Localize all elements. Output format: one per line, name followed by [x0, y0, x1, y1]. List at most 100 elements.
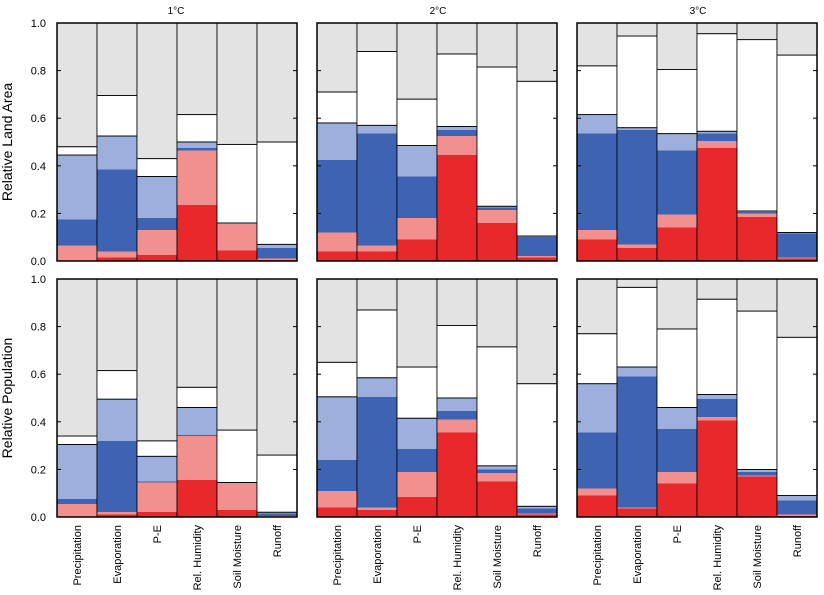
bar-segment-light-red [697, 417, 737, 421]
bar-segment-unaffected [617, 23, 657, 37]
bar-segment-dark-red [477, 222, 517, 261]
bar-segment-white [137, 158, 177, 177]
bar-segment-dark-blue [577, 133, 617, 231]
bar-segment-dark-blue [357, 133, 397, 246]
category-label: Evaporation [112, 525, 124, 584]
category-label: Evaporation [632, 525, 644, 584]
bar-segment-dark-red [357, 251, 397, 261]
bar-segment-white [357, 309, 397, 378]
bar-segment-dark-red [737, 476, 777, 517]
bar-segment-white [657, 328, 697, 408]
bar-segment-white [697, 33, 737, 132]
bar-segment-dark-blue [477, 469, 517, 473]
panel-r1-c2 [576, 278, 818, 518]
bar-segment-white [257, 455, 297, 513]
bar-segment-light-red [437, 136, 477, 156]
bar-segment-dark-blue [437, 411, 477, 420]
panel-r1-c0 [56, 278, 298, 518]
bar-segment-dark-blue [317, 159, 357, 233]
bar-segment-light-blue [257, 512, 297, 514]
bar-segment-dark-red [437, 155, 477, 261]
y-tick-label: 0.6 [31, 113, 46, 125]
bar-segment-dark-blue [617, 130, 657, 245]
bar-segment-light-blue [737, 469, 777, 472]
bar-segment-white [577, 333, 617, 384]
bar-segment-dark-red [737, 216, 777, 261]
category-label: Soil Moisture [492, 525, 504, 589]
bar-segment-dark-blue [257, 513, 297, 516]
panel-frame [56, 22, 298, 262]
bar-segment-dark-blue [57, 499, 97, 504]
bar-segment-light-red [697, 140, 737, 148]
bar-segment-dark-blue [737, 471, 777, 476]
bar-segment-unaffected [437, 279, 477, 326]
panel-frame [56, 278, 298, 518]
bar-segment-white [317, 362, 357, 397]
bar-segment-dark-blue [357, 396, 397, 508]
bar-segment-dark-blue [317, 459, 357, 491]
bar-segment-white [97, 95, 137, 137]
bar-segment-light-red [577, 230, 617, 240]
bar-segment-light-blue [217, 222, 257, 225]
bar-segment-light-blue [57, 444, 97, 500]
bar-segment-unaffected [477, 279, 517, 347]
category-label: Rel. Humidity [192, 525, 204, 591]
bar-segment-dark-red [217, 509, 257, 517]
y-tick-label: 0.6 [31, 369, 46, 381]
bar-segment-dark-blue [517, 237, 557, 257]
column-title-3: 3°C [690, 6, 707, 17]
bar-segment-light-red [357, 507, 397, 510]
bar-segment-light-red [397, 218, 437, 240]
bar-segment-white [397, 367, 437, 419]
bar-segment-light-blue [357, 377, 397, 397]
panel-r0-c2 [576, 22, 818, 262]
bar-segment-light-blue [177, 142, 217, 148]
bar-segment-light-red [217, 483, 257, 510]
panel-frame [316, 278, 558, 518]
bar-segment-light-blue [657, 133, 697, 151]
bar-segment-light-blue [617, 367, 657, 377]
bar-segment-white [777, 55, 817, 233]
bar-segment-light-red [137, 482, 177, 513]
bar-segment-unaffected [577, 23, 617, 66]
bar-segment-white [617, 36, 657, 128]
bar-segment-light-red [777, 257, 817, 259]
bar-segment-unaffected [137, 279, 177, 441]
bar-segment-white [737, 311, 777, 470]
bar-segment-unaffected [437, 23, 477, 54]
panels-group [56, 22, 818, 518]
category-label: P-E [412, 525, 424, 543]
bar-segment-dark-blue [97, 169, 137, 252]
y-tick-label: 0.2 [31, 208, 46, 220]
column-title-1: 1°C [168, 6, 185, 17]
bar-segment-white [517, 81, 557, 237]
bar-segment-unaffected [777, 279, 817, 338]
category-label: Soil Moisture [232, 525, 244, 589]
bar-segment-dark-blue [617, 376, 657, 508]
bar-segment-unaffected [177, 279, 217, 388]
bar-segment-white [617, 287, 657, 368]
bar-segment-dark-red [217, 250, 257, 261]
bar-segment-light-red [57, 245, 97, 261]
bar-segment-unaffected [517, 279, 557, 384]
bar-segment-white [517, 383, 557, 507]
bar-segment-unaffected [477, 23, 517, 68]
bar-segment-dark-red [697, 147, 737, 261]
bar-segment-dark-blue [777, 233, 817, 258]
bar-segment-unaffected [57, 279, 97, 437]
y-tick-label: 1.0 [31, 18, 46, 30]
bar-segment-light-blue [397, 418, 437, 450]
bar-segment-dark-red [777, 258, 817, 261]
bar-segment-light-blue [317, 122, 357, 160]
bar-segment-unaffected [577, 279, 617, 334]
bar-segment-dark-red [577, 495, 617, 517]
bar-segment-dark-blue [437, 130, 477, 137]
bar-segment-unaffected [57, 23, 97, 147]
bar-segment-white [477, 346, 517, 466]
bar-segment-dark-blue [657, 428, 697, 472]
bar-segment-light-blue [517, 236, 557, 238]
category-label: P-E [672, 525, 684, 543]
bar-segment-light-red [97, 512, 137, 515]
bar-segment-light-red [617, 507, 657, 509]
bar-segment-dark-red [397, 496, 437, 517]
